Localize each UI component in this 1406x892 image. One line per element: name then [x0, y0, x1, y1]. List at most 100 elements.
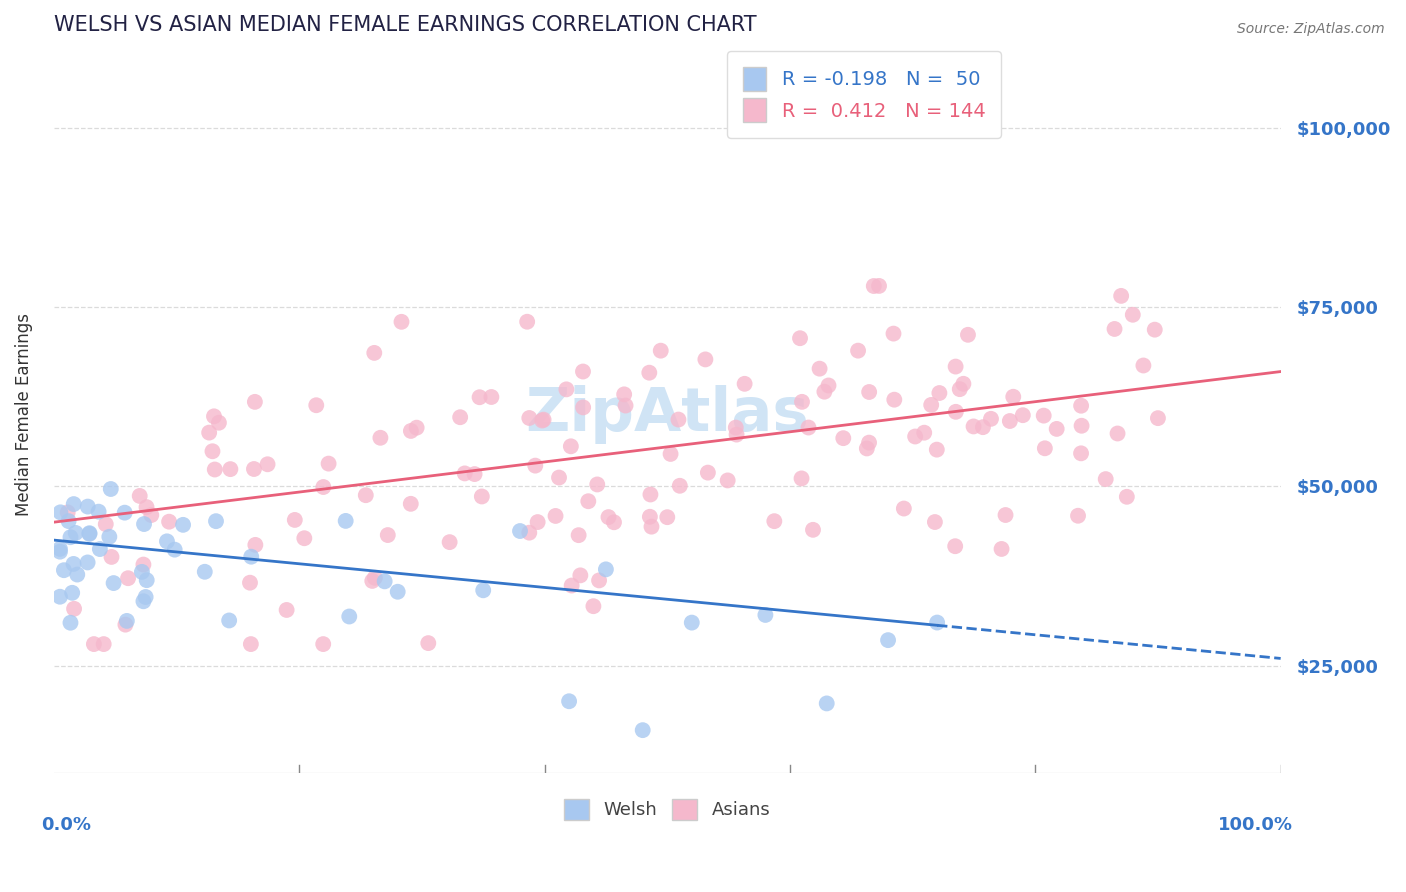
Point — [980, 412, 1002, 426]
Point — [517, 525, 540, 540]
Point — [98, 530, 121, 544]
Point — [1107, 426, 1129, 441]
Point — [370, 431, 392, 445]
Point — [1002, 390, 1025, 404]
Point — [659, 447, 682, 461]
Point — [789, 331, 811, 345]
Point — [1070, 446, 1092, 460]
Point — [555, 383, 578, 397]
Point — [94, 517, 117, 532]
Point — [128, 489, 150, 503]
Point — [132, 594, 155, 608]
Point — [52, 563, 75, 577]
Point — [912, 425, 935, 440]
Point — [882, 326, 904, 341]
Point — [256, 457, 278, 471]
Point — [132, 558, 155, 572]
Point — [172, 517, 194, 532]
Point — [62, 497, 84, 511]
Point — [204, 462, 226, 476]
Point — [76, 556, 98, 570]
Point — [387, 584, 409, 599]
Point — [157, 515, 180, 529]
Point — [920, 398, 942, 412]
Point — [724, 420, 747, 434]
Point — [650, 343, 672, 358]
Point — [1115, 490, 1137, 504]
Point — [292, 531, 315, 545]
Point — [924, 515, 946, 529]
Point — [846, 343, 869, 358]
Point — [418, 636, 440, 650]
Point — [239, 575, 262, 590]
Point — [1070, 399, 1092, 413]
Point — [572, 364, 595, 378]
Text: 0.0%: 0.0% — [42, 816, 91, 834]
Point — [141, 508, 163, 522]
Point — [219, 462, 242, 476]
Point — [1109, 289, 1132, 303]
Y-axis label: Median Female Earnings: Median Female Earnings — [15, 313, 32, 516]
Point — [568, 528, 591, 542]
Point — [114, 506, 136, 520]
Point — [312, 637, 335, 651]
Point — [990, 541, 1012, 556]
Point — [516, 315, 538, 329]
Point — [613, 387, 636, 401]
Point — [312, 480, 335, 494]
Point — [638, 509, 661, 524]
Point — [163, 542, 186, 557]
Point — [725, 427, 748, 442]
Point — [479, 390, 502, 404]
Point — [194, 565, 217, 579]
Text: 100.0%: 100.0% — [1218, 816, 1294, 834]
Point — [114, 617, 136, 632]
Point — [790, 471, 813, 485]
Point — [695, 352, 717, 367]
Point — [135, 500, 157, 515]
Point — [560, 439, 582, 453]
Point — [205, 514, 228, 528]
Point — [1070, 418, 1092, 433]
Point — [893, 501, 915, 516]
Point — [533, 412, 555, 426]
Point — [135, 573, 157, 587]
Point — [471, 490, 494, 504]
Point — [582, 599, 605, 614]
Point — [83, 637, 105, 651]
Point — [49, 590, 72, 604]
Point — [374, 574, 396, 589]
Point — [1143, 323, 1166, 337]
Text: WELSH VS ASIAN MEDIAN FEMALE EARNINGS CORRELATION CHART: WELSH VS ASIAN MEDIAN FEMALE EARNINGS CO… — [53, 15, 756, 35]
Point — [135, 590, 157, 604]
Point — [208, 416, 231, 430]
Point — [1104, 322, 1126, 336]
Point — [813, 384, 835, 399]
Point — [399, 497, 422, 511]
Point — [58, 514, 80, 528]
Point — [877, 633, 900, 648]
Point — [363, 346, 385, 360]
Point — [638, 366, 661, 380]
Point — [239, 637, 262, 651]
Point — [49, 544, 72, 558]
Point — [949, 382, 972, 396]
Point — [1046, 422, 1069, 436]
Point — [928, 386, 950, 401]
Point — [1122, 308, 1144, 322]
Point — [49, 541, 72, 556]
Point — [276, 603, 298, 617]
Point — [883, 392, 905, 407]
Point — [218, 614, 240, 628]
Point — [243, 395, 266, 409]
Point — [669, 479, 692, 493]
Point — [943, 539, 966, 553]
Point — [1032, 409, 1054, 423]
Point — [100, 549, 122, 564]
Point — [614, 399, 637, 413]
Point — [49, 505, 72, 519]
Point — [202, 409, 225, 424]
Point — [399, 424, 422, 438]
Point — [998, 414, 1021, 428]
Point — [994, 508, 1017, 522]
